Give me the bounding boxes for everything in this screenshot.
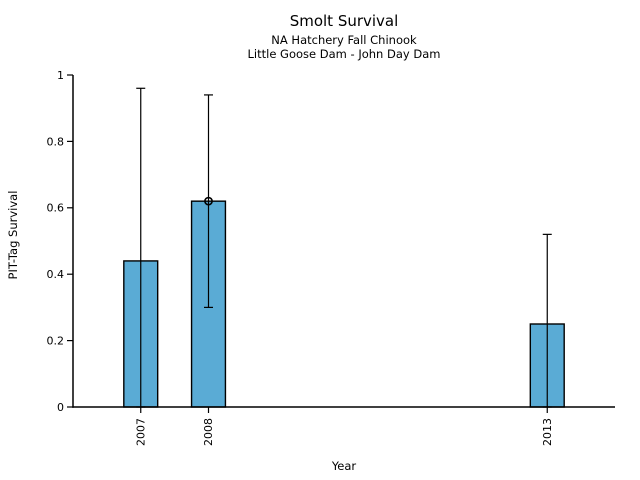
x-tick-label: 2008 xyxy=(202,418,215,446)
y-tick-label: 0.2 xyxy=(47,334,65,347)
y-tick-label: 0 xyxy=(57,401,64,414)
chart-subtitle-line2: Little Goose Dam - John Day Dam xyxy=(247,47,441,61)
point-marker-open-circle xyxy=(204,196,213,206)
chart-subtitle-line1: NA Hatchery Fall Chinook xyxy=(271,33,417,47)
y-tick-label: 0.8 xyxy=(47,135,65,148)
y-tick-label: 1 xyxy=(57,69,64,82)
chart-title: Smolt Survival xyxy=(289,12,399,30)
y-tick-label: 0.6 xyxy=(47,202,65,215)
y-tick-label: 0.4 xyxy=(47,268,65,281)
x-tick-label: 2007 xyxy=(134,418,147,446)
x-tick-label: 2013 xyxy=(541,418,554,446)
x-axis-label: Year xyxy=(331,459,357,473)
